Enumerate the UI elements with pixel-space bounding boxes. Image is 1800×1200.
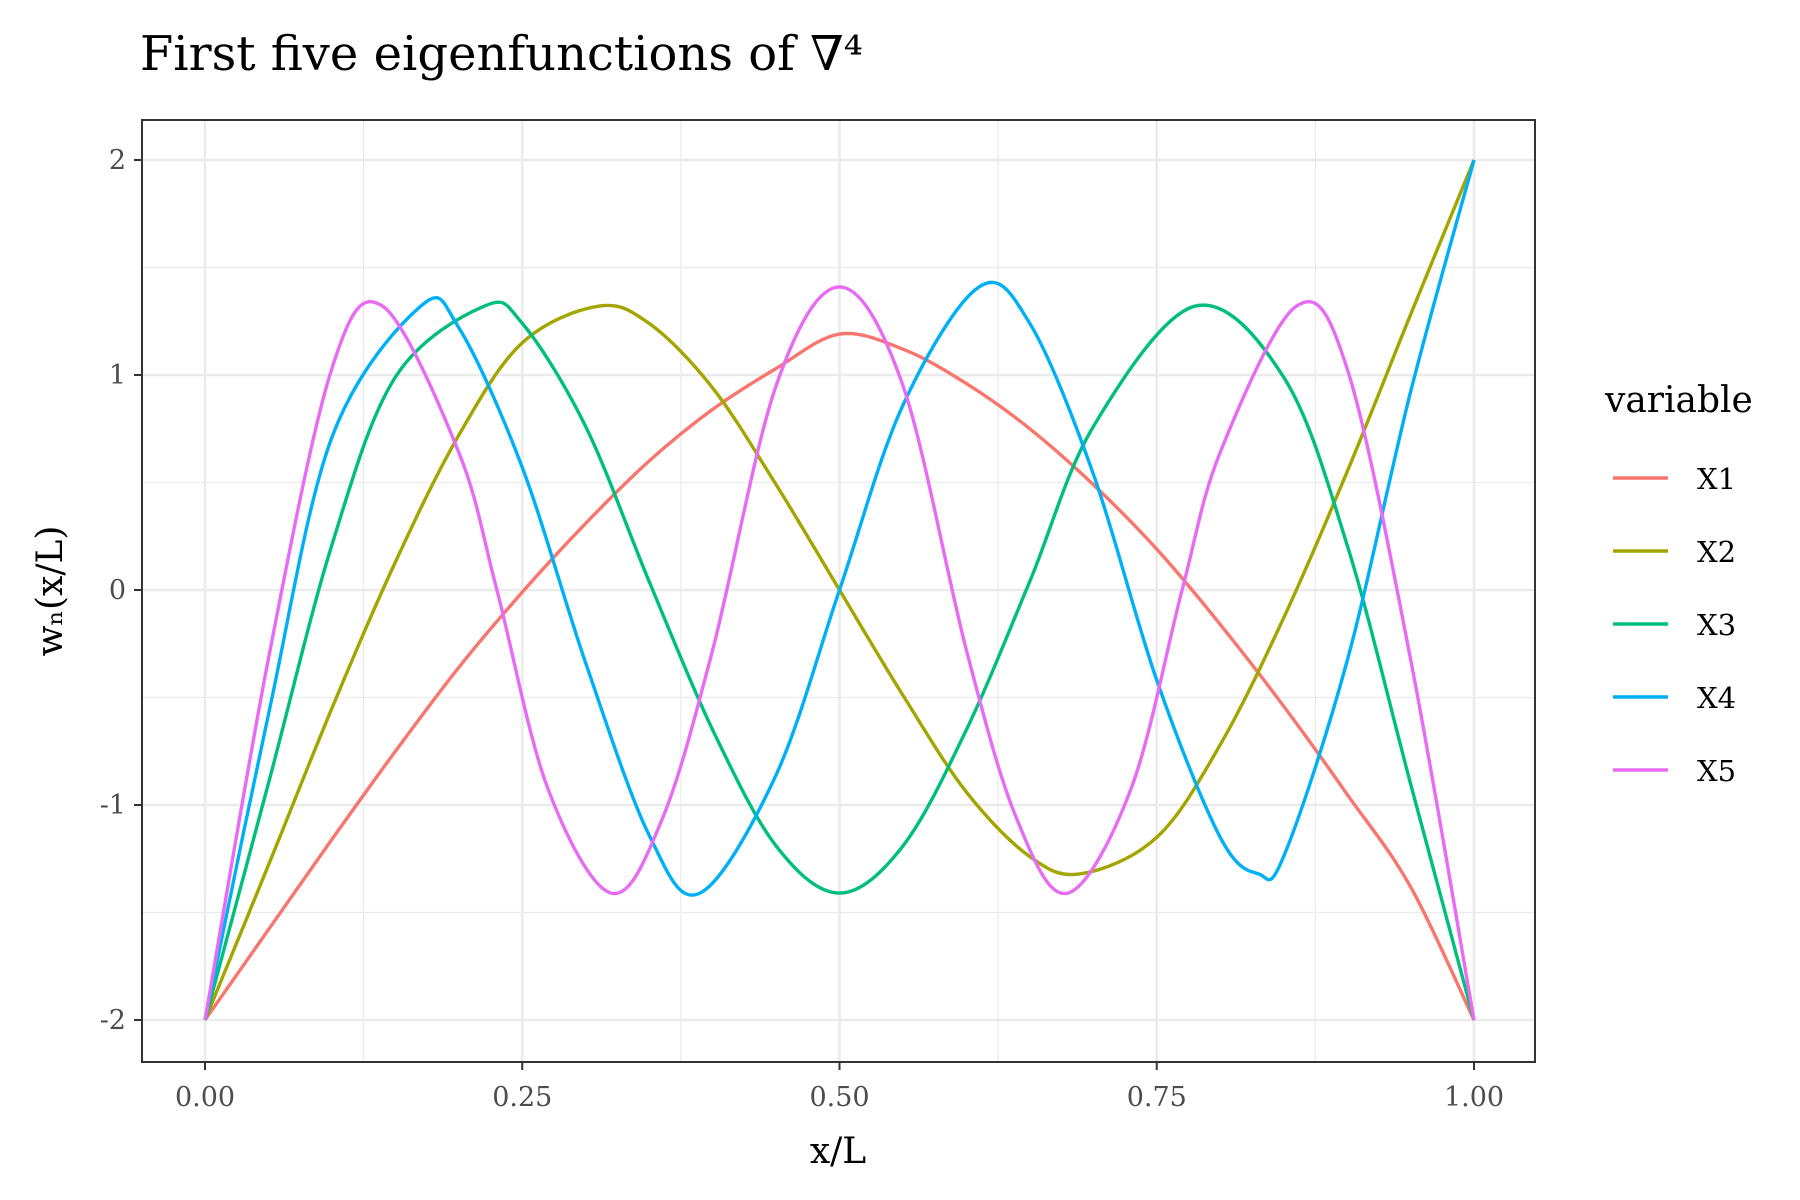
y-axis: -2 -1 0 1 2 [100, 145, 142, 1036]
y-tick-label: 0 [109, 575, 126, 606]
x-tick-label: 0.50 [809, 1082, 869, 1113]
legend-label-x2: X2 [1697, 535, 1736, 569]
series-line-x3 [203, 300, 1476, 1021]
series-lines [203, 159, 1476, 1021]
x-tick-label: 0.25 [492, 1082, 552, 1113]
series-line-x1 [203, 331, 1476, 1021]
y-tick-label: -2 [100, 1005, 126, 1036]
x-axis-title: x/L [810, 1131, 866, 1172]
x-tick-label: 0.00 [175, 1082, 235, 1113]
series-line-x4 [203, 159, 1476, 1021]
legend-label-x4: X4 [1697, 681, 1736, 715]
legend: variable X1 X2 X3 X4 X5 [1604, 380, 1753, 788]
y-tick-label: -1 [100, 790, 126, 821]
legend-items: X1 X2 X3 X4 X5 [1613, 462, 1736, 788]
legend-label-x1: X1 [1697, 462, 1736, 496]
legend-label-x3: X3 [1697, 608, 1736, 642]
chart-title: First five eigenfunctions of ∇⁴ [140, 26, 863, 82]
series-line-x5 [203, 285, 1476, 1021]
x-axis: 0.00 0.25 0.50 0.75 1.00 [175, 1062, 1504, 1113]
x-tick-label: 0.75 [1127, 1082, 1187, 1113]
y-axis-title: wₙ(x/L) [30, 526, 71, 657]
x-tick-label: 1.00 [1444, 1082, 1504, 1113]
plot-panel [141, 119, 1536, 1063]
legend-label-x5: X5 [1697, 754, 1736, 788]
legend-title: variable [1604, 380, 1753, 421]
y-tick-label: 2 [109, 145, 126, 176]
y-tick-label: 1 [109, 360, 126, 391]
